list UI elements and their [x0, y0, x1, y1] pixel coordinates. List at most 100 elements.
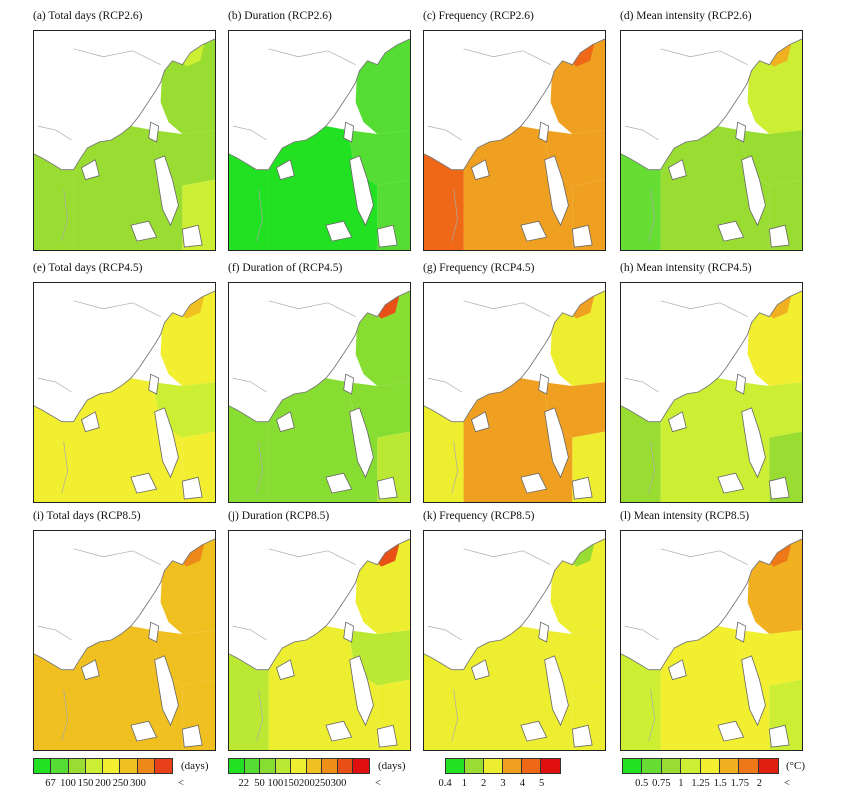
colorbar-intensity — [622, 758, 779, 774]
island-3 — [717, 220, 745, 242]
coastline — [424, 38, 605, 171]
island-1 — [538, 373, 550, 395]
colorbar-duration — [228, 758, 370, 774]
island-2 — [349, 655, 374, 727]
island-3 — [130, 220, 158, 242]
region-north — [355, 290, 410, 387]
island-1 — [735, 121, 747, 143]
island-3 — [520, 220, 548, 242]
land-mask — [621, 531, 802, 670]
island-4 — [768, 224, 790, 248]
island-4 — [376, 476, 398, 500]
colorbar-tick-label: < — [375, 778, 381, 789]
map-panel-h — [620, 282, 803, 503]
colorbar-segment — [337, 759, 354, 773]
island-2 — [741, 655, 766, 727]
panel-title-l: (l) Mean intensity (RCP8.5) — [620, 510, 750, 522]
island-2 — [544, 407, 569, 479]
island-2 — [349, 155, 374, 227]
region-north — [355, 538, 410, 635]
island-4 — [181, 724, 203, 748]
colorbar-segment — [446, 759, 465, 773]
colorbar-tick-label: 300 — [330, 778, 347, 789]
region-sw — [34, 653, 74, 750]
map-panel-c — [423, 30, 606, 251]
island-4 — [768, 724, 790, 748]
map-svg-l — [621, 531, 802, 750]
colorbar-segment — [521, 759, 541, 773]
region-sw — [424, 653, 464, 750]
island-4 — [376, 224, 398, 248]
region-sw — [229, 653, 269, 750]
island-2 — [544, 655, 569, 727]
region-sw — [34, 153, 74, 250]
land-mask — [424, 531, 605, 670]
colorbar-segment — [306, 759, 323, 773]
region-north — [160, 290, 215, 387]
region-scs — [463, 378, 573, 502]
region-north — [747, 290, 802, 387]
region-sw — [34, 405, 74, 502]
coastline — [34, 290, 215, 423]
colorbar-intensity-unit: (°C) — [786, 760, 806, 772]
map-panel-g — [423, 282, 606, 503]
map-svg-b — [229, 31, 410, 250]
region-north — [747, 538, 802, 635]
map-panel-j — [228, 530, 411, 751]
island-3 — [325, 472, 353, 494]
coastline — [621, 290, 802, 423]
island-1 — [735, 621, 747, 643]
island-0 — [275, 411, 295, 433]
land-mask — [34, 283, 215, 422]
colorbar-tick-label: 1 — [461, 778, 467, 789]
colorbar-tick-label: 100 — [60, 778, 76, 789]
panel-title-h: (h) Mean intensity (RCP4.5) — [620, 262, 752, 274]
map-panel-b — [228, 30, 411, 251]
colorbar-tick-label: 300 — [130, 778, 146, 789]
colorbar-tick-label: 0.5 — [635, 778, 649, 789]
region-sw — [424, 153, 464, 250]
island-2 — [154, 407, 179, 479]
colorbar-tick-label: 0.4 — [438, 778, 452, 789]
region-sw — [229, 153, 269, 250]
map-panel-k — [423, 530, 606, 751]
colorbar-tick-label: 5 — [539, 778, 545, 789]
island-2 — [741, 155, 766, 227]
colorbar-segment — [681, 759, 701, 773]
panel-title-a: (a) Total days (RCP2.6) — [33, 10, 143, 22]
region-north — [355, 38, 410, 135]
land-mask — [424, 31, 605, 170]
island-0 — [470, 411, 490, 433]
coastline — [229, 538, 410, 671]
island-0 — [667, 659, 687, 681]
colorbar-segment — [260, 759, 276, 773]
island-0 — [667, 159, 687, 181]
colorbar-tick-label: 2 — [756, 778, 762, 789]
region-sw — [424, 405, 464, 502]
region-scs — [660, 378, 770, 502]
colorbar-segment — [719, 759, 740, 773]
colorbar-segment — [483, 759, 503, 773]
borders — [232, 548, 356, 742]
island-2 — [544, 155, 569, 227]
island-0 — [667, 411, 687, 433]
region-sw — [229, 405, 269, 502]
land-mask — [229, 31, 410, 170]
island-1 — [538, 621, 550, 643]
island-3 — [520, 472, 548, 494]
colorbar-tick-label: 67 — [45, 778, 56, 789]
land-mask — [229, 531, 410, 670]
region-north — [550, 38, 605, 135]
colorbar-tick-label: 50 — [254, 778, 265, 789]
region-scs — [660, 626, 770, 750]
colorbar-segment — [623, 759, 643, 773]
island-2 — [154, 155, 179, 227]
map-panel-d — [620, 30, 803, 251]
map-panel-a — [33, 30, 216, 251]
colorbar-segment — [120, 759, 138, 773]
colorbar-segment — [661, 759, 682, 773]
borders — [37, 548, 161, 742]
region-scs — [73, 626, 183, 750]
colorbar-segment — [758, 759, 778, 773]
colorbar-segment — [291, 759, 307, 773]
